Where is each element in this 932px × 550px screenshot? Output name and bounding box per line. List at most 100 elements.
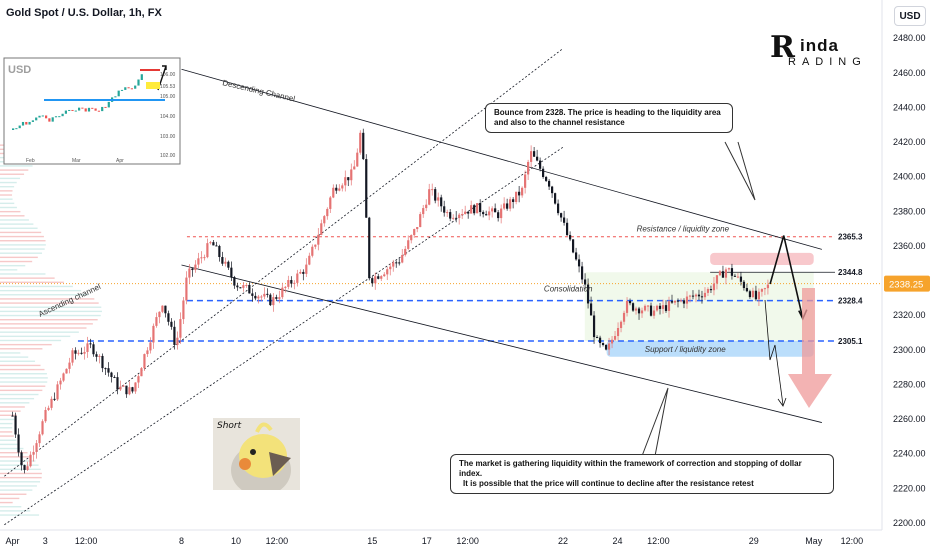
candle-body — [203, 257, 206, 259]
volume-profile-bar — [0, 410, 21, 412]
volume-profile-bar — [0, 435, 14, 437]
volume-profile-bar — [0, 373, 47, 375]
candle-body — [104, 368, 107, 370]
currency-button[interactable]: USD — [894, 6, 926, 26]
candle-body — [539, 160, 542, 169]
x-tick-label: 22 — [558, 536, 568, 546]
candle-body — [718, 271, 722, 276]
candle-body — [302, 271, 305, 274]
resistance-zone — [710, 252, 814, 265]
volume-profile-bar — [0, 310, 102, 313]
volume-profile-bar — [0, 352, 21, 354]
candle-body — [11, 415, 14, 417]
y-tick-label: 2400.00 — [893, 172, 926, 182]
candle-body — [44, 409, 47, 422]
inset-candle — [71, 109, 74, 111]
candle-body — [527, 161, 530, 175]
candle-body — [86, 343, 89, 352]
volume-profile-bar — [0, 235, 44, 238]
bird-crest — [255, 422, 273, 433]
channel-line — [4, 146, 564, 526]
candle-body — [392, 262, 395, 267]
candle-body — [185, 277, 188, 301]
candle-body — [553, 193, 557, 204]
candle-body — [251, 293, 254, 296]
candle-body — [586, 284, 590, 304]
candle-body — [296, 273, 299, 283]
candle-body — [227, 261, 230, 268]
inset-candle — [35, 117, 38, 121]
candle-body — [452, 217, 455, 219]
volume-profile-bar — [0, 190, 13, 192]
candle-body — [479, 203, 482, 213]
x-tick-label: 24 — [612, 536, 622, 546]
candle-body — [670, 301, 674, 303]
candle-body — [311, 246, 314, 256]
volume-profile-bar — [0, 501, 13, 504]
inset-candle — [140, 74, 143, 80]
candle-body — [398, 262, 401, 264]
inset-candle — [84, 108, 87, 112]
inset-ytick: 103.00 — [160, 134, 176, 140]
candle-body — [628, 300, 632, 304]
candle-body — [395, 262, 398, 264]
candle-body — [62, 373, 65, 381]
candle-body — [323, 216, 326, 224]
volume-profile-bar — [0, 260, 33, 263]
candle-body — [404, 248, 407, 255]
candle-body — [89, 343, 92, 345]
candle-body — [32, 451, 35, 455]
candle-body — [338, 188, 341, 191]
candle-body — [763, 288, 767, 290]
candle-body — [320, 223, 323, 235]
candle-body — [170, 321, 173, 327]
candle-body — [589, 303, 593, 316]
volume-profile-bar — [0, 323, 93, 325]
callout-line-2: It is possible that the price will conti… — [463, 479, 754, 488]
candle-body — [98, 355, 101, 357]
inset-candle — [87, 107, 91, 112]
candle-body — [347, 177, 350, 181]
candle-body — [548, 180, 551, 187]
x-tick-label: 8 — [179, 536, 184, 546]
volume-profile-bar — [0, 173, 25, 175]
inset-xtick: Mar — [72, 158, 81, 164]
candle-body — [467, 211, 470, 214]
candle-body — [727, 268, 731, 270]
x-tick-label: 12:00 — [647, 536, 670, 546]
volume-profile-bar — [0, 389, 43, 392]
candle-body — [254, 295, 257, 299]
y-tick-label: 2480.00 — [893, 33, 926, 43]
inset-ytick: 102.00 — [160, 153, 176, 159]
candle-body — [176, 337, 179, 345]
candle-body — [610, 339, 614, 344]
volume-profile-bar — [0, 493, 27, 495]
candle-body — [38, 434, 41, 444]
candle-body — [673, 300, 677, 303]
candle-body — [137, 376, 140, 383]
candle-body — [173, 326, 176, 345]
candle-body — [464, 211, 467, 214]
candle-body — [224, 261, 227, 264]
candle-body — [218, 246, 221, 258]
volume-profile-bar — [0, 476, 42, 479]
volume-profile-bar — [0, 273, 46, 275]
candle-body — [131, 387, 134, 392]
inset-candle — [120, 89, 124, 91]
candle-body — [604, 345, 608, 350]
candle-body — [458, 214, 461, 218]
candle-body — [290, 280, 293, 284]
volume-profile-bar — [0, 231, 42, 234]
candle-body — [401, 254, 404, 263]
inset-frame — [3, 57, 181, 165]
level-label: 2365.3 — [838, 233, 863, 242]
symbol-title[interactable]: Gold Spot / U.S. Dollar, 1h, FX — [6, 7, 162, 19]
candle-body — [209, 242, 212, 244]
candle-body — [230, 267, 233, 278]
volume-profile-bar — [0, 393, 39, 396]
inset-candle — [54, 116, 58, 118]
inset-candle — [117, 90, 120, 97]
candle-body — [568, 235, 572, 240]
candle-body — [149, 342, 152, 351]
volume-profile-layer — [0, 144, 102, 516]
